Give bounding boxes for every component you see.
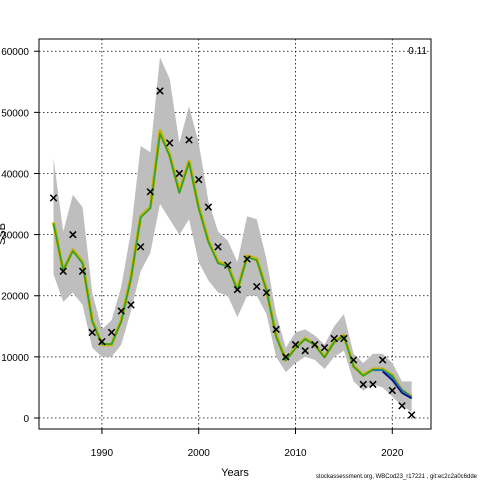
observation-point [98, 337, 106, 346]
observation-point [407, 411, 416, 419]
x-axis-label: Years [221, 467, 249, 479]
y-tick-label: 30000 [1, 231, 29, 242]
observation-point [330, 334, 338, 343]
observation-point [378, 356, 387, 364]
plot-frame [38, 38, 432, 430]
observation-point [185, 136, 193, 144]
observation-point [165, 139, 174, 147]
observation-point [291, 340, 300, 349]
observation-point [233, 285, 242, 294]
observation-point [301, 347, 309, 355]
observation-point [369, 380, 377, 389]
observation-point [194, 175, 203, 184]
observation-point [311, 340, 319, 349]
observation-point [262, 288, 271, 297]
observation-point [214, 243, 222, 251]
y-axis-label: SSB [0, 223, 8, 245]
confidence-band-area [53, 57, 412, 412]
x-tick-label: 2010 [284, 448, 307, 459]
x-tick-label: 2020 [381, 448, 404, 459]
y-tick-label: 40000 [1, 169, 29, 180]
observation-point [59, 267, 67, 276]
observation-point [340, 334, 348, 343]
series-line-3 [372, 369, 413, 398]
footer-note: stockassessment.org, WBCod23_r17221 , gi… [316, 474, 478, 480]
observation-point [117, 307, 126, 315]
y-tick-label: 20000 [1, 292, 29, 303]
observation-point [69, 230, 77, 239]
x-tick-label: 1990 [91, 448, 114, 459]
axes: 1990 2000 2010 2020 0 10000 20000 30000 40000 500… [1, 47, 404, 459]
observation-point [359, 380, 367, 389]
observation-point [127, 301, 135, 309]
y-tick-label: 0 [23, 414, 29, 425]
x-tick-label: 2000 [188, 448, 211, 459]
y-tick-label: 60000 [1, 47, 29, 58]
observation-point [398, 402, 406, 410]
observation-point [49, 194, 58, 202]
observation-point [156, 87, 164, 95]
observation-point [282, 353, 290, 361]
observation-point [88, 328, 96, 337]
y-tick-label: 10000 [1, 353, 29, 364]
observation-point [243, 255, 251, 263]
observation-point [272, 325, 280, 334]
observation-point [224, 261, 232, 269]
y-tick-label: 50000 [1, 108, 29, 119]
series-line-4 [382, 370, 413, 400]
observation-markers [49, 87, 416, 419]
observation-point [107, 328, 116, 337]
annotation-label: 0.11 [408, 46, 427, 57]
observation-point [253, 282, 261, 291]
confidence-band [53, 57, 412, 412]
observation-point [78, 267, 87, 276]
observation-point [349, 356, 358, 364]
observation-point [175, 169, 184, 178]
observation-point [204, 203, 213, 211]
observation-point [136, 243, 145, 251]
observation-point [146, 188, 155, 196]
observation-point [320, 343, 329, 352]
observation-point [388, 386, 397, 395]
